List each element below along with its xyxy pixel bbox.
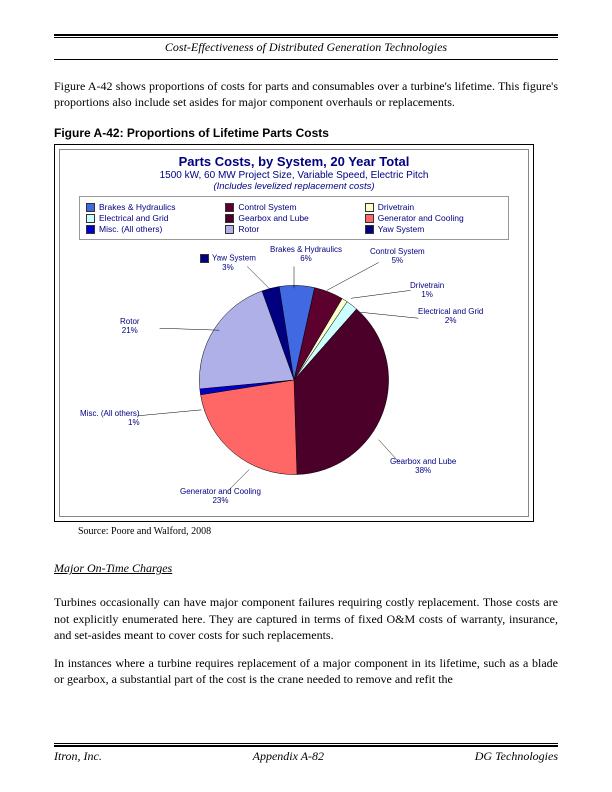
legend-item: Generator and Cooling xyxy=(365,213,502,223)
pie-label-control: Control System5% xyxy=(370,248,425,266)
legend-label: Drivetrain xyxy=(378,202,414,212)
section-para-1: Turbines occasionally can have major com… xyxy=(54,594,558,643)
legend-label: Electrical and Grid xyxy=(99,213,168,223)
legend-label: Yaw System xyxy=(378,224,425,234)
swatch-icon xyxy=(86,214,95,223)
footer-rule xyxy=(54,743,558,747)
legend-item: Rotor xyxy=(225,224,362,234)
swatch-icon xyxy=(365,225,374,234)
legend-item: Control System xyxy=(225,202,362,212)
footer-right: DG Technologies xyxy=(475,749,558,764)
legend-label: Rotor xyxy=(238,224,259,234)
pie-label-generator: Generator and Cooling23% xyxy=(180,488,261,506)
leader-line xyxy=(361,313,419,319)
pie-label-text: Yaw System xyxy=(212,254,256,263)
chart-inner: Parts Costs, by System, 20 Year Total 15… xyxy=(59,149,529,517)
chart-container: Parts Costs, by System, 20 Year Total 15… xyxy=(54,144,534,522)
swatch-icon xyxy=(86,203,95,212)
legend-label: Brakes & Hydraulics xyxy=(99,202,176,212)
legend-item: Misc. (All others) xyxy=(86,224,223,234)
pie-label-gearbox: Gearbox and Lube38% xyxy=(390,458,456,476)
footer-left: Itron, Inc. xyxy=(54,749,102,764)
pie-label-misc: Misc. (All others)1% xyxy=(80,410,140,428)
legend-item: Electrical and Grid xyxy=(86,213,223,223)
legend-label: Misc. (All others) xyxy=(99,224,162,234)
figure-caption: Figure A-42: Proportions of Lifetime Par… xyxy=(54,126,558,140)
swatch-icon xyxy=(200,254,209,263)
pie-label-brakes: Brakes & Hydraulics6% xyxy=(270,246,342,264)
legend-item: Gearbox and Lube xyxy=(225,213,362,223)
leader-line xyxy=(138,410,202,416)
legend-label: Gearbox and Lube xyxy=(238,213,308,223)
legend-item: Drivetrain xyxy=(365,202,502,212)
pie-label-electrical: Electrical and Grid2% xyxy=(418,308,483,326)
pie-chart-area: Yaw System3% Brakes & Hydraulics6% Contr… xyxy=(60,240,528,510)
legend-item: Brakes & Hydraulics xyxy=(86,202,223,212)
header-rule xyxy=(54,34,558,38)
leader-line xyxy=(327,263,379,291)
chart-title: Parts Costs, by System, 20 Year Total xyxy=(60,154,528,169)
page-header-title: Cost-Effectiveness of Distributed Genera… xyxy=(54,40,558,60)
swatch-icon xyxy=(225,203,234,212)
intro-paragraph: Figure A-42 shows proportions of costs f… xyxy=(54,78,558,110)
swatch-icon xyxy=(86,225,95,234)
pie-label-rotor: Rotor21% xyxy=(120,318,140,336)
swatch-icon xyxy=(225,225,234,234)
legend-row: Electrical and Grid Gearbox and Lube Gener… xyxy=(86,213,502,223)
pie-chart xyxy=(60,240,528,510)
chart-subtitle-2: (Includes levelized replacement costs) xyxy=(60,181,528,192)
section-heading: Major On-Time Charges xyxy=(54,561,558,576)
footer-center: Appendix A-82 xyxy=(253,749,324,764)
legend-label: Control System xyxy=(238,202,296,212)
legend-row: Misc. (All others) Rotor Yaw System xyxy=(86,224,502,234)
section-para-2: In instances where a turbine requires re… xyxy=(54,655,558,687)
pie-label-yaw: Yaw System3% xyxy=(200,254,256,272)
pie-label-drivetrain: Drivetrain1% xyxy=(410,282,444,300)
legend-row: Brakes & Hydraulics Control System Drivetr… xyxy=(86,202,502,212)
leader-line xyxy=(160,329,220,331)
chart-subtitle-1: 1500 kW, 60 MW Project Size, Variable Sp… xyxy=(60,170,528,181)
legend-item: Yaw System xyxy=(365,224,502,234)
pie-slice xyxy=(201,380,297,475)
legend-label: Generator and Cooling xyxy=(378,213,464,223)
page-footer: Itron, Inc. Appendix A-82 DG Technologie… xyxy=(54,743,558,764)
swatch-icon xyxy=(365,203,374,212)
leader-line xyxy=(351,291,411,299)
figure-source: Source: Poore and Walford, 2008 xyxy=(78,526,558,537)
swatch-icon xyxy=(365,214,374,223)
swatch-icon xyxy=(225,214,234,223)
chart-legend: Brakes & Hydraulics Control System Drivetr… xyxy=(79,196,509,240)
